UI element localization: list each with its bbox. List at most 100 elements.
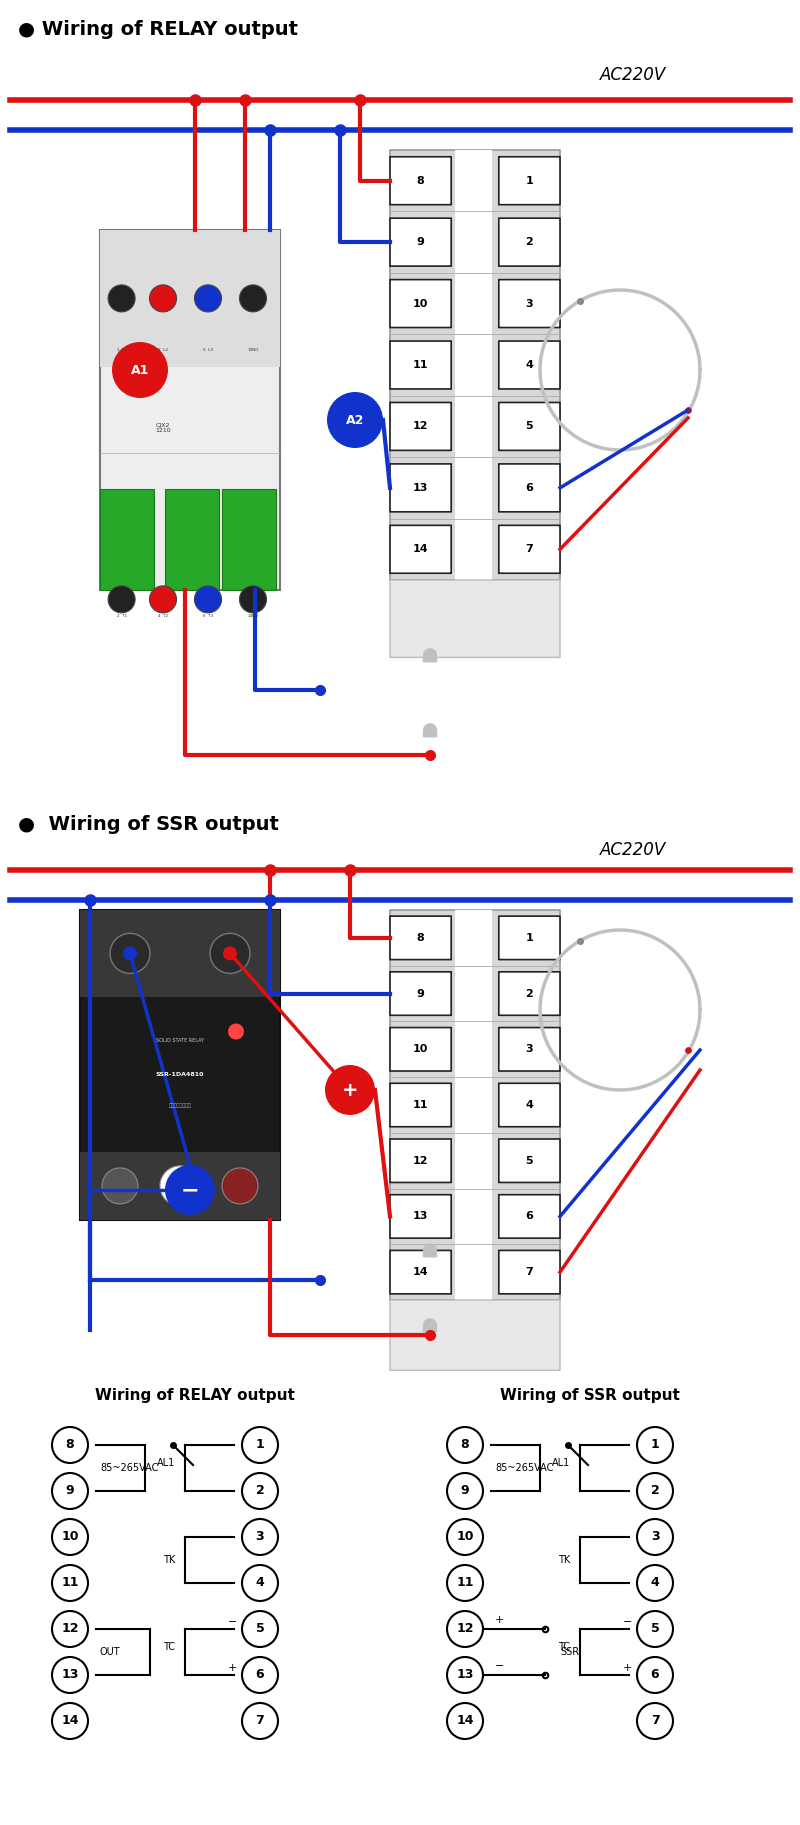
FancyBboxPatch shape xyxy=(390,911,560,1299)
FancyBboxPatch shape xyxy=(390,157,451,204)
Text: 13NO: 13NO xyxy=(247,349,258,352)
Text: 7: 7 xyxy=(256,1714,264,1728)
FancyBboxPatch shape xyxy=(390,1195,451,1237)
Text: AC220V: AC220V xyxy=(600,841,666,860)
Text: Wiring of RELAY output: Wiring of RELAY output xyxy=(95,1389,295,1403)
Text: 1  L1: 1 L1 xyxy=(117,349,126,352)
FancyBboxPatch shape xyxy=(498,1195,560,1237)
Circle shape xyxy=(52,1611,88,1646)
Bar xyxy=(222,489,277,589)
Text: 13: 13 xyxy=(413,1212,428,1221)
Text: 1: 1 xyxy=(526,933,534,944)
Circle shape xyxy=(123,947,137,960)
FancyBboxPatch shape xyxy=(390,526,451,573)
Circle shape xyxy=(52,1657,88,1694)
Text: +: + xyxy=(342,1080,358,1099)
Circle shape xyxy=(108,285,135,312)
FancyBboxPatch shape xyxy=(498,916,560,960)
FancyBboxPatch shape xyxy=(498,341,560,389)
Text: 9: 9 xyxy=(417,989,425,998)
Text: 7: 7 xyxy=(650,1714,659,1728)
Text: 14: 14 xyxy=(62,1714,78,1728)
Text: 5  L3: 5 L3 xyxy=(203,349,213,352)
Circle shape xyxy=(112,341,168,398)
Text: ●  Wiring of SSR output: ● Wiring of SSR output xyxy=(18,816,279,834)
Circle shape xyxy=(194,285,222,312)
Text: SSR: SSR xyxy=(560,1646,579,1657)
Circle shape xyxy=(239,586,266,613)
Text: 公寓电气有限公司: 公寓电气有限公司 xyxy=(169,1102,191,1108)
Text: 6  T3: 6 T3 xyxy=(203,615,213,619)
Text: OUT: OUT xyxy=(100,1646,121,1657)
Text: SSR-1DA4810: SSR-1DA4810 xyxy=(156,1071,204,1077)
Circle shape xyxy=(52,1427,88,1464)
Text: +: + xyxy=(495,1615,504,1624)
Circle shape xyxy=(102,1168,138,1204)
FancyBboxPatch shape xyxy=(498,157,560,204)
FancyBboxPatch shape xyxy=(390,1299,560,1371)
Text: 13: 13 xyxy=(62,1668,78,1681)
Text: TC: TC xyxy=(558,1642,570,1652)
Text: 8: 8 xyxy=(461,1438,470,1451)
Text: 7: 7 xyxy=(526,1267,534,1278)
FancyBboxPatch shape xyxy=(390,1027,451,1071)
Circle shape xyxy=(242,1427,278,1464)
Text: A2: A2 xyxy=(346,414,364,427)
Text: AL1: AL1 xyxy=(552,1458,570,1467)
Text: 7: 7 xyxy=(526,544,534,555)
Circle shape xyxy=(239,285,266,312)
FancyBboxPatch shape xyxy=(390,279,451,327)
FancyBboxPatch shape xyxy=(390,580,560,657)
Circle shape xyxy=(242,1518,278,1555)
Text: 3: 3 xyxy=(526,1044,534,1055)
Bar xyxy=(454,911,492,1299)
Text: 6: 6 xyxy=(526,1212,534,1221)
Text: 4  T2: 4 T2 xyxy=(158,615,168,619)
Circle shape xyxy=(447,1518,483,1555)
Text: 8: 8 xyxy=(66,1438,74,1451)
Text: 5: 5 xyxy=(526,1155,534,1166)
Circle shape xyxy=(242,1611,278,1646)
FancyBboxPatch shape xyxy=(498,219,560,266)
Text: 3: 3 xyxy=(650,1531,659,1544)
Text: 12: 12 xyxy=(413,422,428,431)
Circle shape xyxy=(327,392,383,447)
Text: 10: 10 xyxy=(62,1531,78,1544)
Text: 9: 9 xyxy=(66,1484,74,1498)
Text: 10: 10 xyxy=(456,1531,474,1544)
Circle shape xyxy=(637,1518,673,1555)
Text: 14: 14 xyxy=(413,1267,429,1278)
Circle shape xyxy=(447,1703,483,1739)
Text: CJX2
1210: CJX2 1210 xyxy=(155,423,171,433)
FancyBboxPatch shape xyxy=(498,403,560,451)
Text: 13: 13 xyxy=(456,1668,474,1681)
Text: 3: 3 xyxy=(256,1531,264,1544)
Text: 2: 2 xyxy=(650,1484,659,1498)
Text: 85~265VAC: 85~265VAC xyxy=(495,1464,554,1473)
Text: 11: 11 xyxy=(62,1577,78,1590)
FancyBboxPatch shape xyxy=(390,1084,451,1126)
FancyBboxPatch shape xyxy=(498,526,560,573)
Text: 10: 10 xyxy=(413,299,428,308)
Circle shape xyxy=(52,1566,88,1601)
Text: 4: 4 xyxy=(256,1577,264,1590)
FancyBboxPatch shape xyxy=(390,403,451,451)
Bar xyxy=(100,230,280,589)
Text: TK: TK xyxy=(162,1555,175,1566)
Text: TK: TK xyxy=(558,1555,570,1566)
Text: Wiring of SSR output: Wiring of SSR output xyxy=(500,1389,680,1403)
Bar xyxy=(80,1152,280,1219)
Circle shape xyxy=(150,586,177,613)
Text: 2: 2 xyxy=(526,989,534,998)
Text: 6: 6 xyxy=(650,1668,659,1681)
FancyBboxPatch shape xyxy=(390,150,560,580)
Circle shape xyxy=(447,1427,483,1464)
FancyBboxPatch shape xyxy=(390,1139,451,1183)
Text: −: − xyxy=(622,1617,632,1628)
FancyBboxPatch shape xyxy=(498,1027,560,1071)
FancyBboxPatch shape xyxy=(498,279,560,327)
Text: 14NO: 14NO xyxy=(247,615,258,619)
Text: 9: 9 xyxy=(461,1484,470,1498)
Text: 8: 8 xyxy=(417,933,425,944)
Circle shape xyxy=(52,1473,88,1509)
